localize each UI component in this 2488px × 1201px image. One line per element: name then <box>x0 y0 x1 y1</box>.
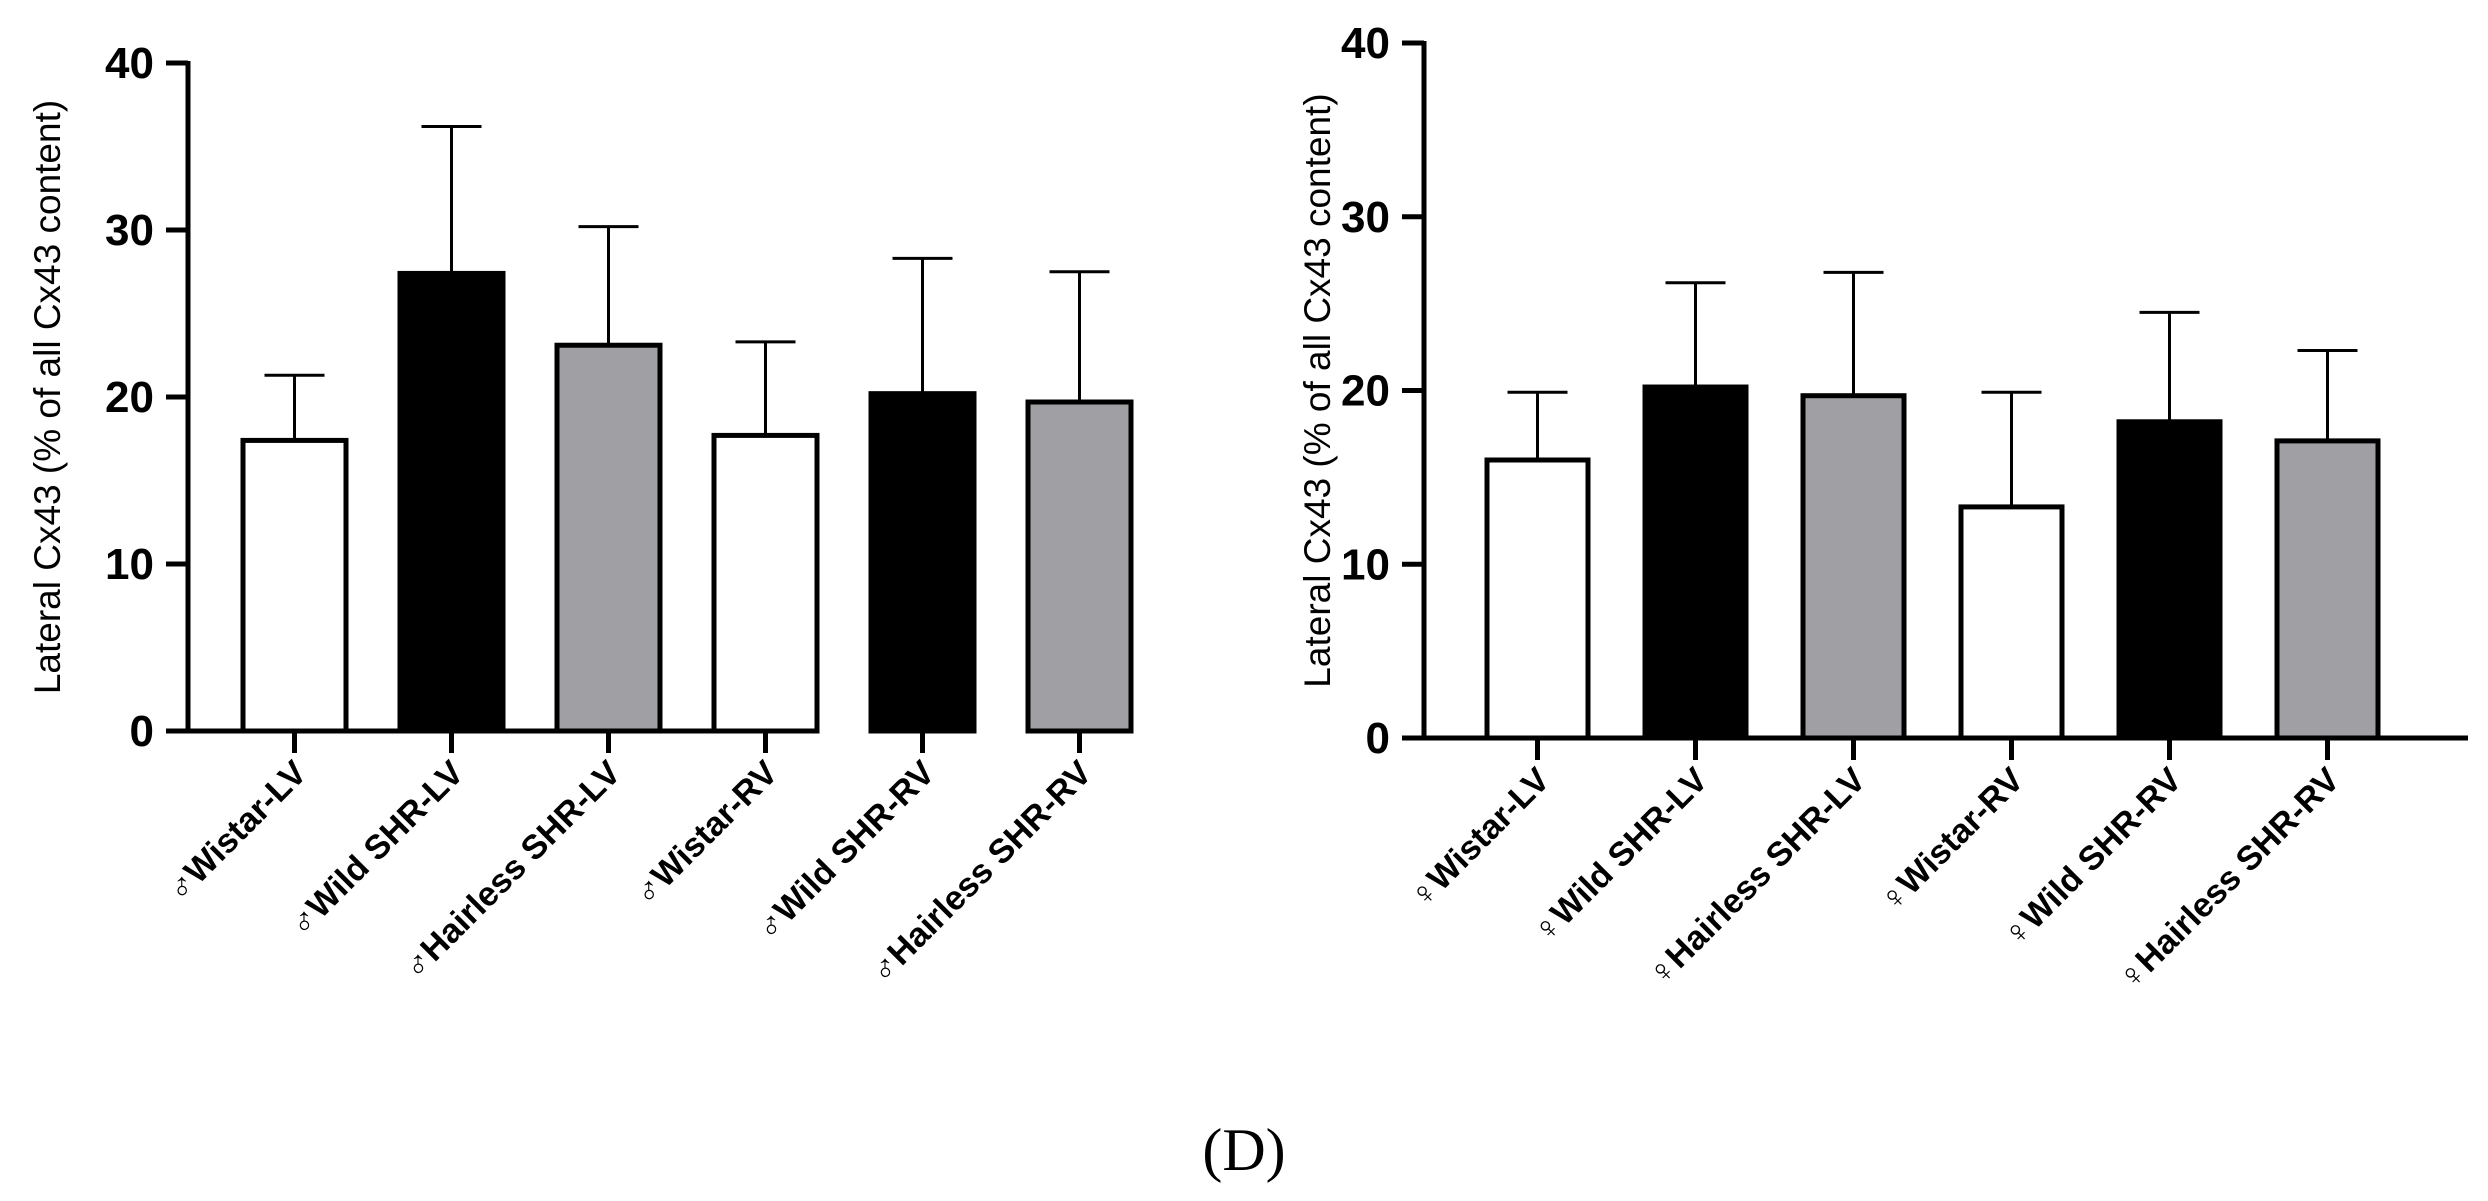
category-label: ♂Wistar-LV <box>159 754 314 909</box>
bar <box>1642 384 1749 741</box>
y-axis-title: Lateral Cx43 (% of all Cx43 content) <box>1297 93 1338 687</box>
bar <box>1958 504 2065 741</box>
category-label: ♂Wistar-RV <box>626 754 785 913</box>
male-chart: 0 10 20 30 40 Lateral Cx43 (% of all Cx43 con… <box>27 39 1134 991</box>
y-tick-label: 20 <box>1341 367 1390 416</box>
bar <box>397 270 506 734</box>
bar <box>1484 457 1591 741</box>
category-label: ♀Wistar-LV <box>1402 761 1557 916</box>
bar <box>2274 438 2381 741</box>
category-label: ♀Wistar-RV <box>1872 761 2031 920</box>
bar <box>554 342 663 734</box>
y-tick-label: 30 <box>1341 193 1390 242</box>
y-tick-label: 0 <box>1366 714 1390 763</box>
y-tick-label: 40 <box>105 39 154 88</box>
bar <box>711 432 820 734</box>
y-tick-label: 20 <box>105 373 154 422</box>
y-tick-label: 10 <box>105 540 154 589</box>
y-tick-label: 10 <box>1341 540 1390 589</box>
y-tick-label: 30 <box>105 206 154 255</box>
bar <box>1025 399 1134 734</box>
y-tick-label: 40 <box>1341 19 1390 68</box>
y-axis-title: Lateral Cx43 (% of all Cx43 content) <box>27 100 68 694</box>
bar <box>240 437 349 734</box>
bar <box>1800 393 1907 741</box>
y-tick-label: 0 <box>130 707 154 756</box>
bar <box>868 391 977 734</box>
panel-label: (D) <box>1202 1117 1285 1183</box>
bar <box>2116 419 2223 741</box>
